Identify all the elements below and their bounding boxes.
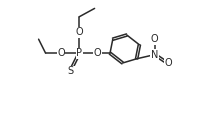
Text: O: O bbox=[151, 34, 159, 44]
Text: N: N bbox=[151, 50, 158, 60]
Text: O: O bbox=[57, 48, 65, 58]
Text: P: P bbox=[76, 48, 82, 58]
Text: O: O bbox=[94, 48, 101, 58]
Text: S: S bbox=[68, 66, 74, 76]
Text: O: O bbox=[75, 27, 83, 37]
Text: O: O bbox=[165, 58, 173, 68]
